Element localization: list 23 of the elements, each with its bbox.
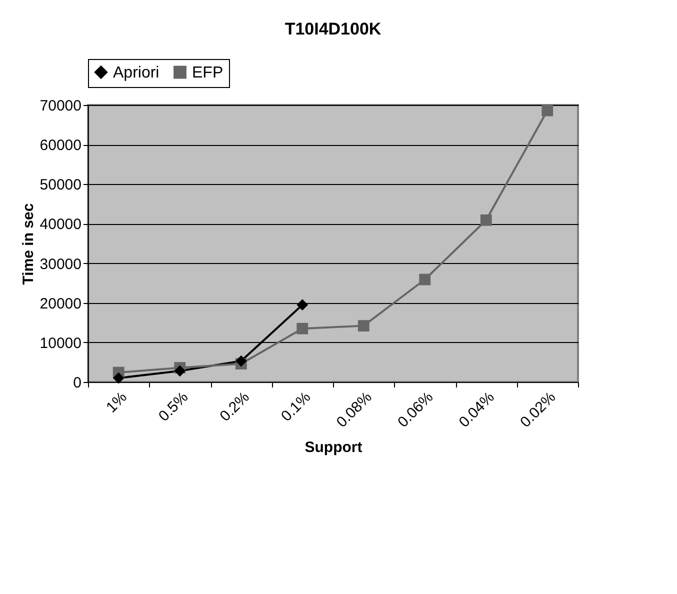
legend-label: EFP bbox=[192, 64, 224, 82]
y-tick-label: 20000 bbox=[40, 295, 82, 312]
legend-label: Apriori bbox=[113, 64, 160, 82]
point bbox=[296, 322, 308, 334]
point bbox=[542, 104, 554, 116]
x-axis-title: Support bbox=[304, 439, 362, 456]
y-tick-label: 50000 bbox=[40, 176, 82, 194]
point bbox=[112, 372, 124, 384]
y-tick-label: 60000 bbox=[40, 137, 82, 154]
point bbox=[419, 274, 431, 286]
point bbox=[480, 214, 492, 226]
y-tick-label: 70000 bbox=[40, 98, 82, 114]
chart-title: T10I4D100K bbox=[284, 20, 382, 38]
point bbox=[296, 299, 308, 311]
point bbox=[358, 320, 370, 332]
point bbox=[235, 355, 247, 367]
y-tick-label: 40000 bbox=[40, 216, 82, 234]
y-tick-label: 30000 bbox=[40, 256, 82, 273]
y-tick-label: 10000 bbox=[40, 334, 82, 352]
y-axis-title: Time in sec bbox=[20, 203, 37, 285]
x-tick-label: 1% bbox=[103, 388, 130, 416]
y-tick-label: 0 bbox=[73, 374, 82, 392]
point bbox=[174, 365, 186, 377]
